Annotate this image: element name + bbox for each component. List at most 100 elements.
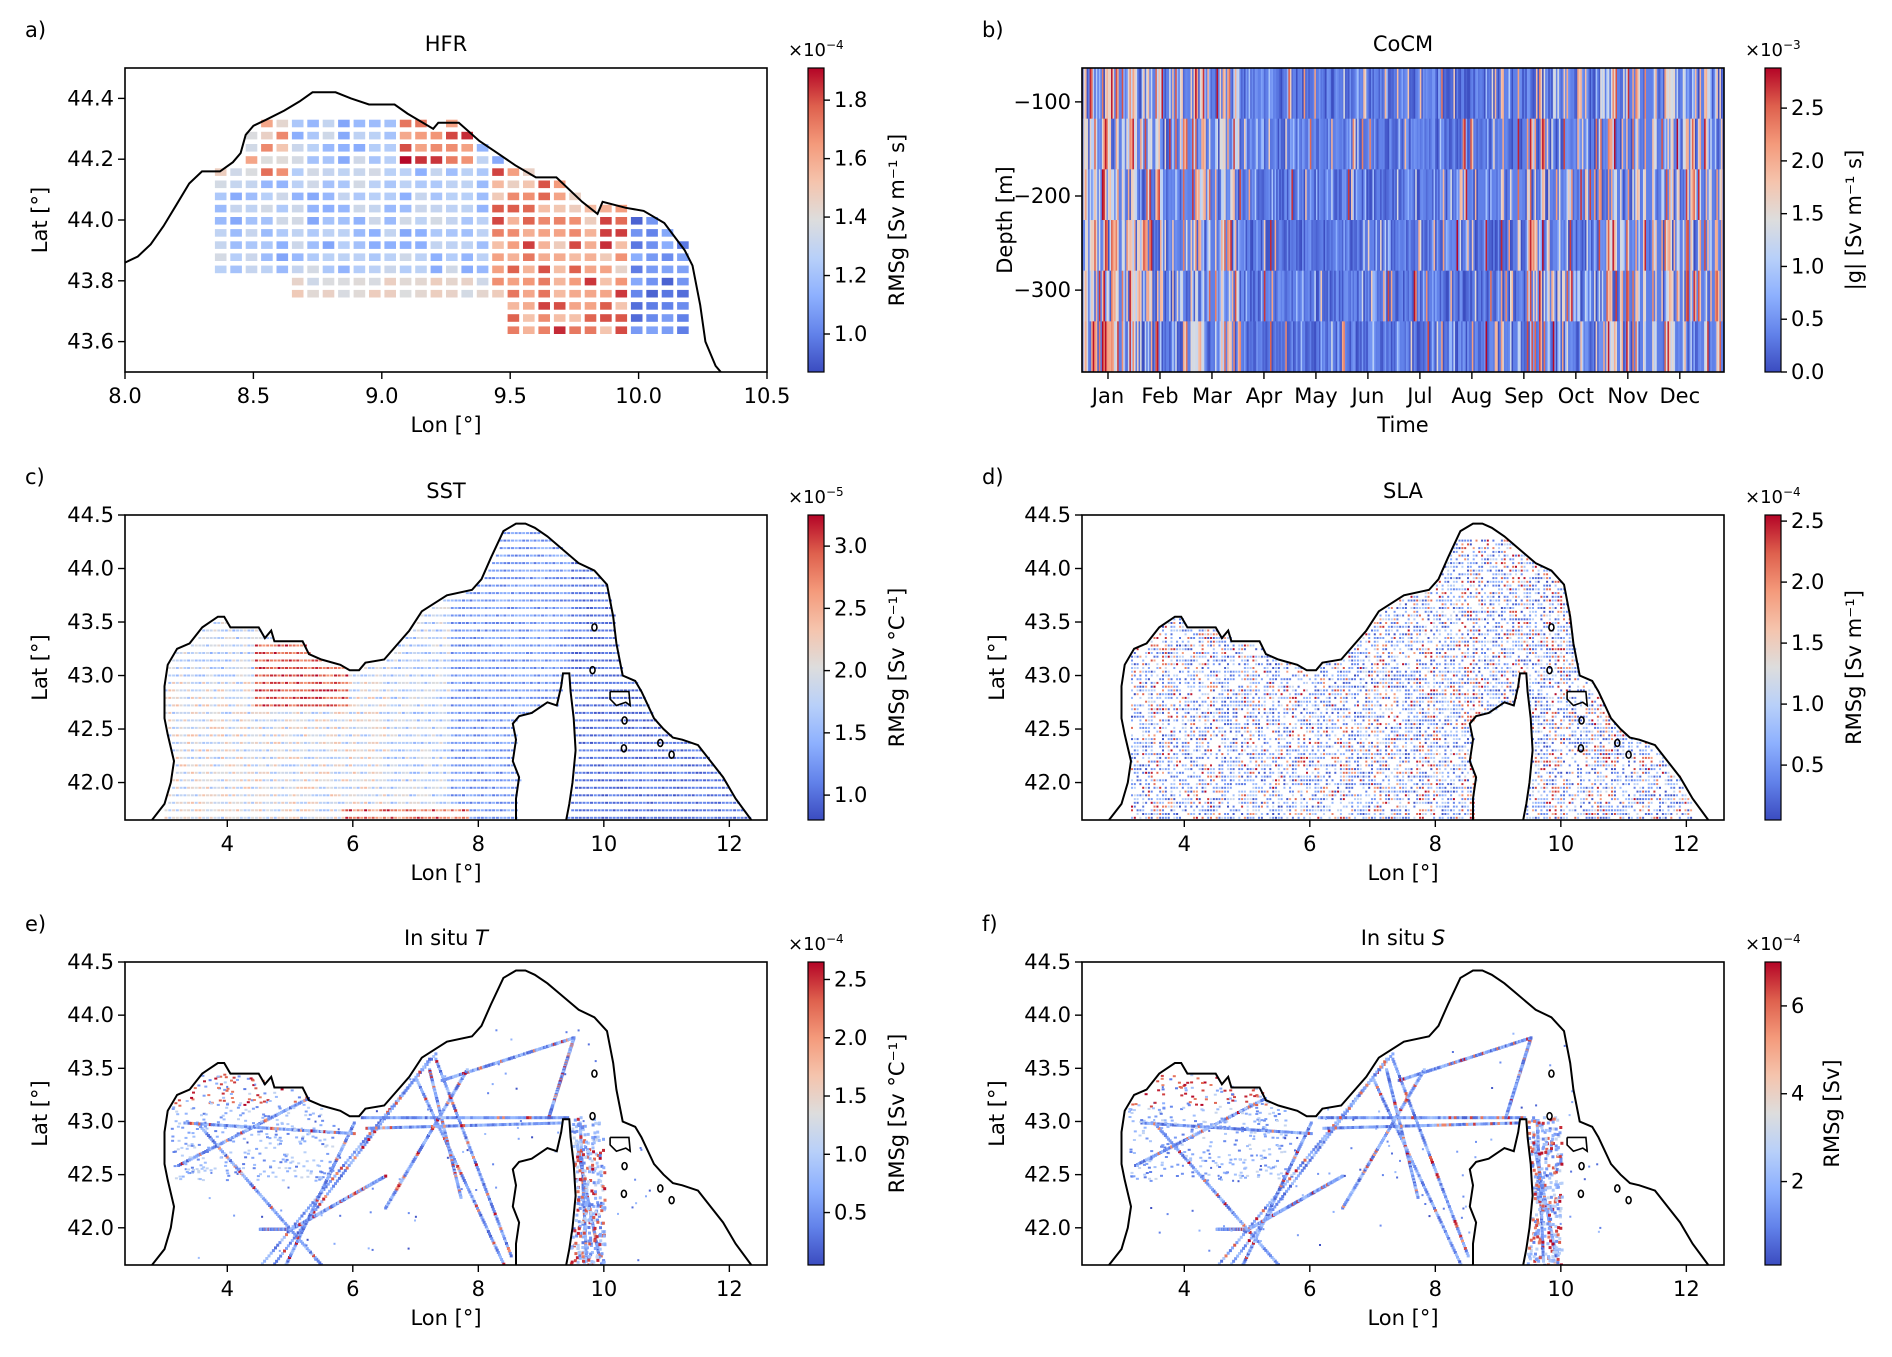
data-cell	[503, 726, 507, 729]
data-cell	[430, 192, 443, 201]
stripe-cell	[1632, 68, 1635, 120]
stripe-cell	[1442, 270, 1445, 322]
stripe-cell	[1297, 220, 1300, 272]
data-cell	[714, 779, 718, 782]
data-cell	[430, 156, 443, 164]
data-cell	[469, 779, 473, 782]
stripe-cell	[1250, 118, 1253, 170]
stripe-cell	[1259, 169, 1262, 221]
data-cell	[469, 764, 473, 767]
stripe-cell	[1286, 220, 1289, 272]
data-cell	[435, 734, 439, 737]
data-cell	[296, 801, 300, 804]
stripe-cell	[1545, 118, 1548, 170]
stripe-cell	[1467, 68, 1470, 120]
data-cell	[511, 801, 514, 804]
stripe-cell	[1644, 68, 1647, 120]
stripe-cell	[1317, 68, 1320, 120]
stripe-cell	[1473, 169, 1476, 221]
stripe-cell	[1312, 220, 1315, 272]
stripe-cell	[1499, 169, 1502, 221]
data-cell	[616, 719, 620, 722]
stripe-cell	[1228, 220, 1231, 272]
stripe-cell	[1603, 270, 1606, 322]
stripe-cell	[1705, 118, 1708, 170]
data-cell	[477, 726, 481, 729]
stripe-cell	[1551, 169, 1554, 221]
stripe-cell	[1659, 270, 1662, 322]
stripe-cell	[1143, 68, 1146, 120]
stripe-cell	[1474, 118, 1477, 170]
data-cell	[341, 816, 345, 819]
data-cell	[232, 801, 236, 804]
data-cell	[398, 756, 401, 759]
stripe-cell	[1164, 169, 1167, 221]
data-cell	[371, 794, 375, 797]
data-cell	[190, 741, 194, 744]
stripe-cell	[1101, 270, 1104, 322]
data-cell	[300, 779, 304, 782]
stripe-cell	[1222, 169, 1225, 221]
data-cell	[616, 771, 620, 774]
data-cell	[270, 756, 273, 759]
stripe-cell	[1392, 270, 1395, 322]
data-cell	[228, 816, 232, 819]
stripe-cell	[1413, 321, 1416, 372]
stripe-cell	[1140, 321, 1143, 372]
stripe-cell	[1627, 270, 1630, 322]
data-cell	[575, 809, 578, 812]
stripe-cell	[1592, 68, 1595, 120]
stripe-cell	[1100, 118, 1103, 170]
data-cell	[245, 229, 258, 237]
data-cell	[593, 711, 597, 714]
stripe-cell	[1383, 270, 1386, 322]
stripe-cell	[1256, 270, 1259, 322]
data-cell	[337, 726, 341, 729]
data-cell	[322, 771, 326, 774]
data-cell	[175, 801, 179, 804]
stripe-cell	[1178, 321, 1181, 372]
data-cell	[503, 749, 507, 752]
stripe-cell	[1508, 68, 1511, 120]
stripe-cell	[1225, 169, 1228, 221]
stripe-cell	[1560, 169, 1563, 221]
stripe-cell	[1351, 270, 1353, 322]
data-cell	[499, 749, 503, 752]
stripe-cell	[1487, 220, 1489, 272]
stripe-cell	[1699, 118, 1702, 170]
stripe-cell	[1565, 270, 1567, 322]
data-cell	[578, 749, 582, 752]
stripe-cell	[1517, 68, 1520, 120]
stripe-cell	[1499, 270, 1502, 322]
data-cell	[382, 756, 386, 759]
stripe-cell	[1557, 270, 1560, 322]
stripe-cell	[1534, 321, 1537, 372]
data-cell	[446, 192, 458, 201]
stripe-cell	[1708, 169, 1711, 221]
stripe-cell	[1641, 118, 1644, 170]
stripe-cell	[1389, 169, 1392, 221]
data-cell	[492, 180, 504, 189]
data-cell	[435, 726, 439, 729]
data-cell	[461, 131, 473, 140]
data-cell	[578, 779, 582, 782]
stripe-cell	[1638, 68, 1641, 120]
stripe-cell	[1522, 321, 1525, 372]
data-cell	[187, 719, 191, 722]
stripe-cell	[1451, 118, 1454, 170]
data-cell	[654, 801, 657, 804]
data-cell	[725, 801, 729, 804]
data-cell	[369, 289, 381, 298]
data-cell	[488, 771, 492, 774]
data-cell	[642, 726, 646, 729]
stripe-cell	[1617, 68, 1619, 120]
data-cell	[236, 756, 240, 759]
data-cell	[495, 764, 499, 767]
colorbar-tick-label: 1.2	[834, 264, 867, 288]
data-cell	[405, 749, 409, 752]
data-cell	[413, 719, 417, 722]
data-cell	[270, 719, 273, 722]
data-cell	[258, 704, 262, 707]
data-cell	[635, 771, 639, 774]
data-cell	[337, 779, 341, 782]
